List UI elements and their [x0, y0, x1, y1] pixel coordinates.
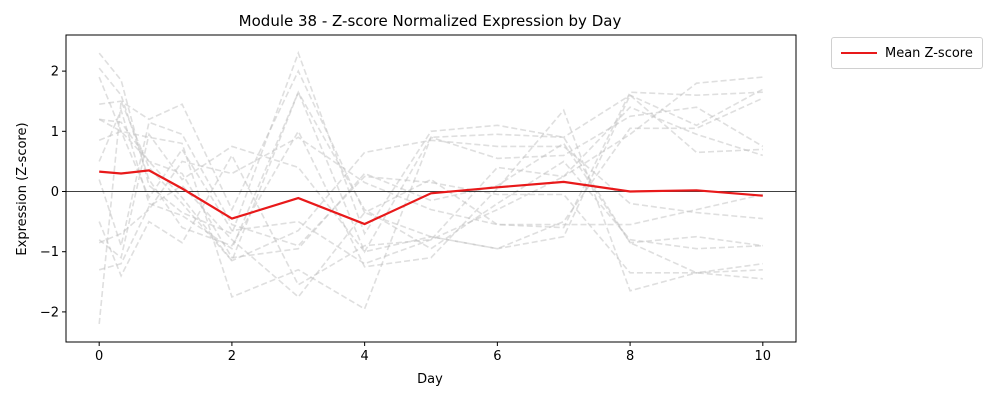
background-series-line-5	[98, 106, 764, 311]
background-series-line-14	[98, 90, 763, 250]
x-tick-label-0: 0	[95, 349, 103, 364]
y-tick-label-1: 1	[51, 125, 59, 140]
background-series-line-10	[98, 121, 763, 274]
x-tick-label-6: 6	[493, 349, 501, 364]
chart-title: Module 38 - Z-score Normalized Expressio…	[239, 12, 622, 30]
mean-series-line	[99, 169, 763, 226]
legend: Mean Z-score	[831, 37, 983, 69]
x-tick-label-2: 2	[228, 349, 236, 364]
background-series-line-3	[98, 67, 763, 292]
y-tick-label--1: −1	[40, 245, 59, 260]
background-series-line-6	[98, 97, 764, 260]
background-series-line-4	[99, 69, 763, 229]
background-series-line-1	[98, 50, 763, 280]
legend-label-mean: Mean Z-score	[885, 45, 973, 61]
background-series-line-9	[98, 76, 763, 286]
x-tick-label-8: 8	[626, 349, 634, 364]
y-tick-label-2: 2	[51, 65, 59, 80]
background-series-line-13	[98, 76, 764, 265]
y-tick-label-0: 0	[51, 185, 59, 200]
y-axis-label: Expression (Z-score)	[15, 122, 30, 255]
legend-swatch-mean	[841, 51, 877, 55]
background-series-line-12	[98, 136, 763, 244]
x-axis-label: Day	[417, 372, 443, 387]
background-series-line-11	[98, 118, 763, 259]
background-series-line-8	[98, 93, 763, 299]
x-tick-label-10: 10	[755, 349, 772, 364]
background-series-line-2	[98, 88, 764, 324]
plot-frame	[65, 34, 797, 343]
x-tick-label-4: 4	[360, 349, 368, 364]
y-tick-label--2: −2	[40, 305, 59, 320]
